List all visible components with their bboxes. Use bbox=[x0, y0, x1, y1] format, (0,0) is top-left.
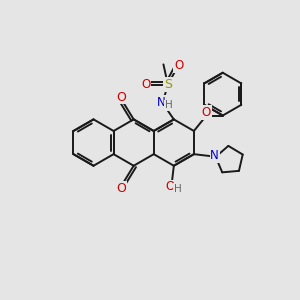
Text: H: H bbox=[174, 184, 182, 194]
Text: O: O bbox=[202, 106, 211, 119]
Text: N: N bbox=[210, 149, 219, 162]
Text: N: N bbox=[210, 149, 219, 162]
Text: O: O bbox=[165, 180, 174, 194]
Text: N: N bbox=[157, 96, 166, 109]
Text: O: O bbox=[141, 78, 151, 91]
Text: O: O bbox=[116, 182, 126, 194]
Text: O: O bbox=[116, 91, 126, 103]
Text: O: O bbox=[174, 59, 183, 72]
Text: H: H bbox=[165, 100, 173, 110]
Text: S: S bbox=[164, 78, 172, 91]
